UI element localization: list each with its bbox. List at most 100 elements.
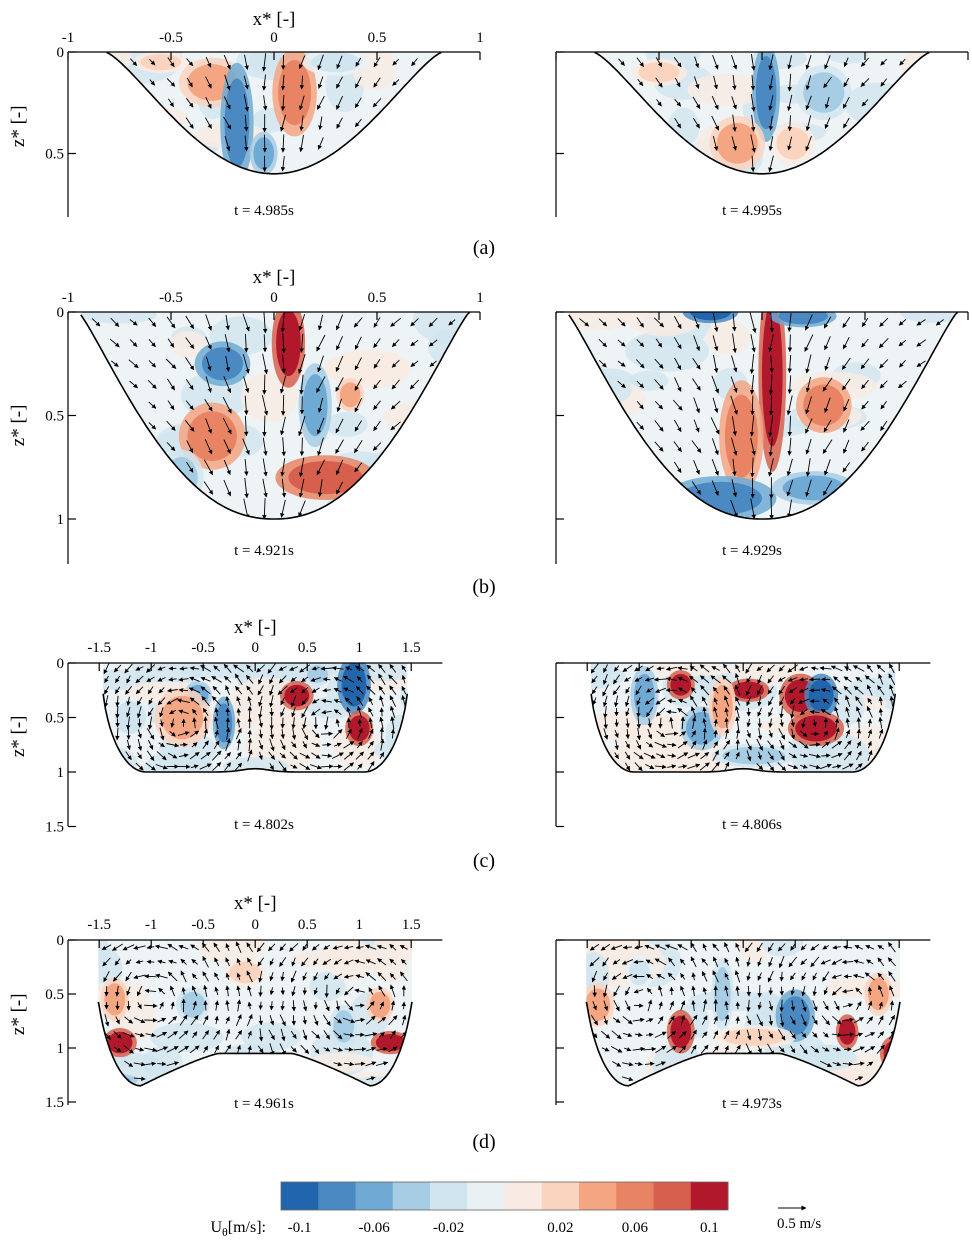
contour-patch [594,69,620,110]
velocity-vector [167,688,178,693]
velocity-vector [280,707,286,718]
colorbar: -0.1 -0.06 -0.02 0.02 0.06 0.1 Uθ[m/s]: [210,1181,729,1239]
velocity-vector [899,360,906,368]
velocity-vector [146,728,155,740]
z-axis-label: z* [-] [8,716,29,758]
velocity-vector [636,697,641,706]
velocity-vector [354,420,362,432]
velocity-vector [343,762,355,771]
contour-patch [679,481,762,515]
velocity-vector [280,394,286,416]
z-tick-label: 0.5 [45,147,64,163]
velocity-vector [223,459,231,476]
velocity-vector [125,751,132,761]
velocity-vector [658,717,663,729]
velocity-vector [316,95,325,110]
velocity-vector [799,753,809,758]
velocity-vector [201,695,210,707]
velocity-vector [110,317,120,327]
velocity-vector [633,751,644,760]
velocity-vector [148,422,157,430]
velocity-vector [213,716,219,730]
velocity-vector [320,666,333,671]
velocity-vector [824,357,831,371]
velocity-vector [167,400,175,411]
velocity-vector [392,58,400,66]
velocity-vector [646,707,654,718]
velocity-vector [299,134,304,153]
velocity-vector [373,317,381,328]
velocity-vector [262,353,269,375]
velocity-vector [844,740,852,750]
velocity-vector [167,57,175,68]
velocity-vector [203,728,209,739]
velocity-vector [579,318,590,327]
velocity-vector [790,728,796,740]
colorbar-tick-label: -0.1 [288,1220,312,1236]
velocity-vector [614,739,619,751]
velocity-vector [745,663,753,674]
velocity-vector [861,99,869,107]
velocity-vector [779,696,785,707]
velocity-vector [634,665,643,672]
velocity-vector [236,696,241,706]
velocity-vectors [618,53,906,173]
velocity-vector [205,314,213,331]
subfigure-label: (c) [473,850,495,872]
velocity-vector [786,458,793,477]
velocity-vector [311,729,320,739]
velocity-vector [316,376,326,393]
contour-patch [106,118,167,159]
velocity-vector [280,499,286,518]
contour-patch [568,312,637,331]
velocity-vector [812,719,817,727]
contour-patch [72,1009,94,1044]
velocity-vector [693,419,700,433]
velocity-vector [674,419,682,433]
velocity-vector [159,719,164,727]
velocity-vector [368,728,374,739]
velocity-vector [170,718,175,728]
velocity-vector [298,478,305,498]
velocity-vector [280,717,285,729]
velocity-vector [211,676,222,683]
velocity-vector [879,359,889,369]
velocity-vector [750,155,756,173]
velocity-vector [860,358,870,370]
velocity-vector [823,730,829,738]
contour-patch [803,384,845,426]
velocity-vector [236,708,241,716]
velocity-vector [205,356,212,372]
velocity-vector [258,739,264,750]
velocity-vector [353,317,363,328]
velocity-vector [833,676,841,683]
velocity-vector [756,665,763,672]
velocity-vector [655,687,666,693]
velocity-vector [401,1001,407,1010]
velocity-vector [289,751,298,760]
velocity-vector [841,357,851,370]
velocity-vector [262,312,268,334]
velocity-vector [757,728,763,741]
velocity-vector [126,1000,131,1011]
velocity-vector [125,685,133,695]
subfigure-label: (a) [473,237,495,259]
velocity-vector [800,764,808,769]
contour-patch [667,107,700,147]
velocity-vector [750,437,756,456]
velocity-vector [673,461,682,473]
colorbar-segment [430,1182,468,1210]
velocity-vector [373,57,381,68]
velocity-vector [711,480,719,496]
velocity-vector [280,739,286,751]
velocity-vector [790,718,795,728]
velocity-vector [372,98,382,108]
velocity-vector [821,741,830,748]
velocity-vector [822,439,833,454]
velocity-vector [146,750,155,761]
contour-patch [586,948,596,975]
velocity-vector [299,374,304,395]
contour-patch [288,461,363,495]
velocity-vector [235,751,242,760]
velocity-vector [378,673,386,685]
